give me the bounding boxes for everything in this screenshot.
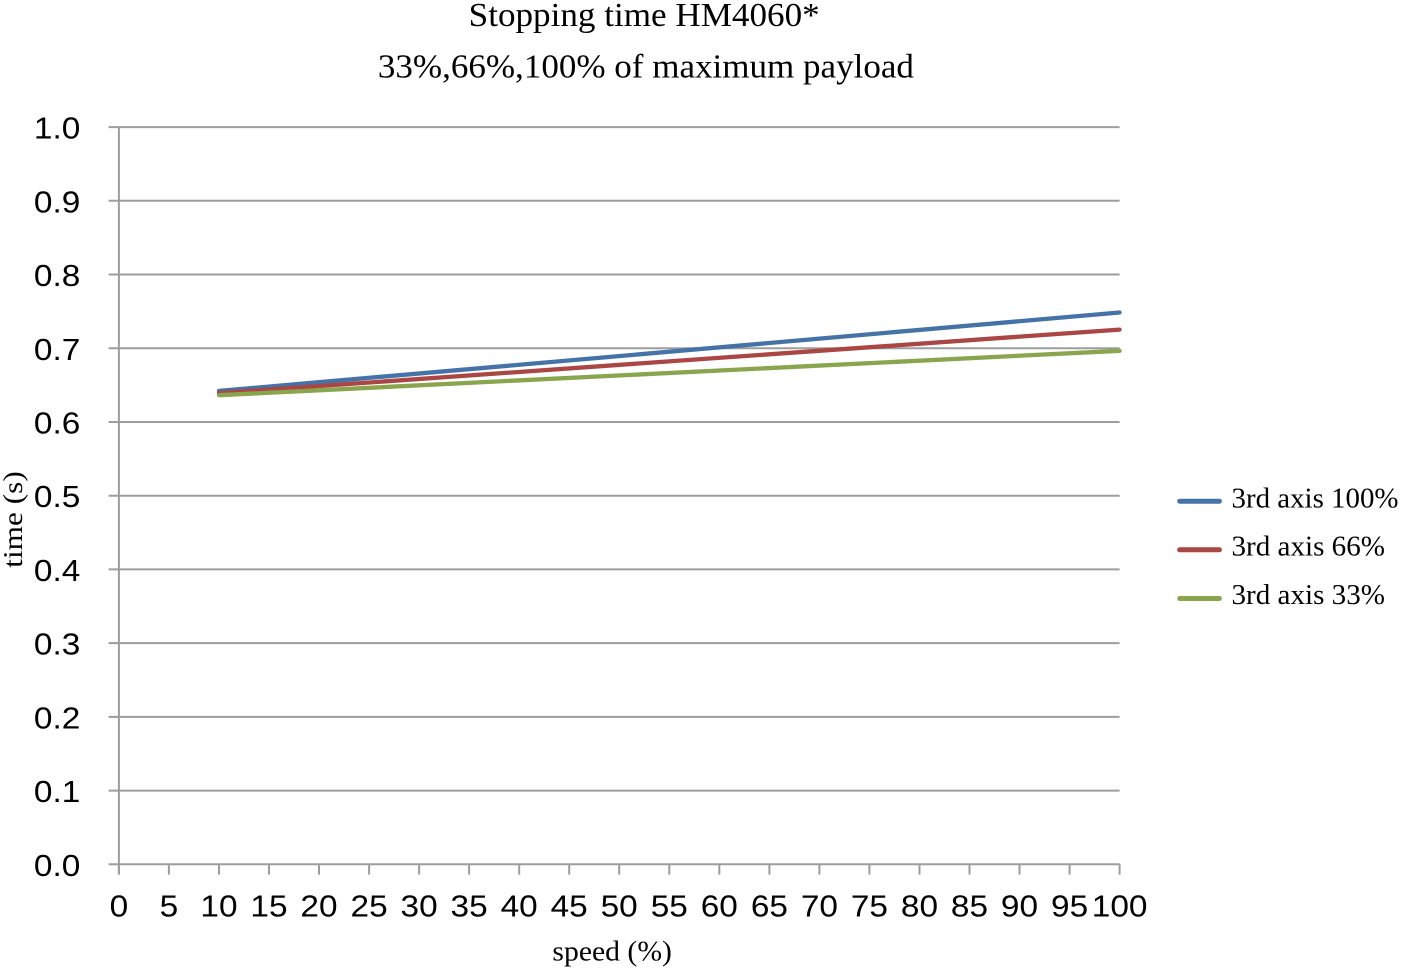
svg-text:0.2: 0.2 [34,700,80,735]
svg-text:80: 80 [901,888,938,923]
svg-text:3rd axis 33%: 3rd axis 33% [1232,579,1386,611]
svg-text:1.0: 1.0 [34,111,80,146]
svg-text:0.8: 0.8 [34,258,80,293]
svg-text:33%,66%,100% of maximum payloa: 33%,66%,100% of maximum payload [378,48,914,85]
svg-text:0.6: 0.6 [34,406,80,441]
svg-text:0.7: 0.7 [34,332,80,367]
svg-text:65: 65 [751,888,788,923]
svg-text:35: 35 [451,888,488,923]
svg-text:95: 95 [1051,888,1088,923]
svg-text:40: 40 [501,888,538,923]
svg-text:25: 25 [351,888,388,923]
svg-text:50: 50 [601,888,638,923]
svg-text:0.4: 0.4 [34,553,80,588]
svg-text:10: 10 [200,888,237,923]
svg-text:0.9: 0.9 [34,184,80,219]
svg-text:70: 70 [801,888,838,923]
svg-text:15: 15 [250,888,287,923]
svg-text:5: 5 [160,888,179,923]
svg-text:0.5: 0.5 [34,479,80,514]
svg-text:30: 30 [401,888,438,923]
svg-text:100: 100 [1092,888,1148,923]
svg-text:3rd axis 66%: 3rd axis 66% [1232,531,1386,563]
svg-text:0.3: 0.3 [34,627,80,662]
svg-text:time (s): time (s) [0,471,28,568]
svg-text:3rd axis 100%: 3rd axis 100% [1232,483,1399,515]
svg-text:20: 20 [300,888,337,923]
svg-text:Stopping time HM4060*: Stopping time HM4060* [469,0,820,34]
svg-text:75: 75 [851,888,888,923]
svg-text:90: 90 [1001,888,1038,923]
svg-text:0.0: 0.0 [34,848,80,883]
svg-text:45: 45 [551,888,588,923]
svg-text:55: 55 [651,888,688,923]
svg-text:0: 0 [110,888,129,923]
svg-text:speed (%): speed (%) [552,936,672,968]
svg-text:0.1: 0.1 [34,774,80,809]
svg-text:60: 60 [701,888,738,923]
svg-text:85: 85 [951,888,988,923]
